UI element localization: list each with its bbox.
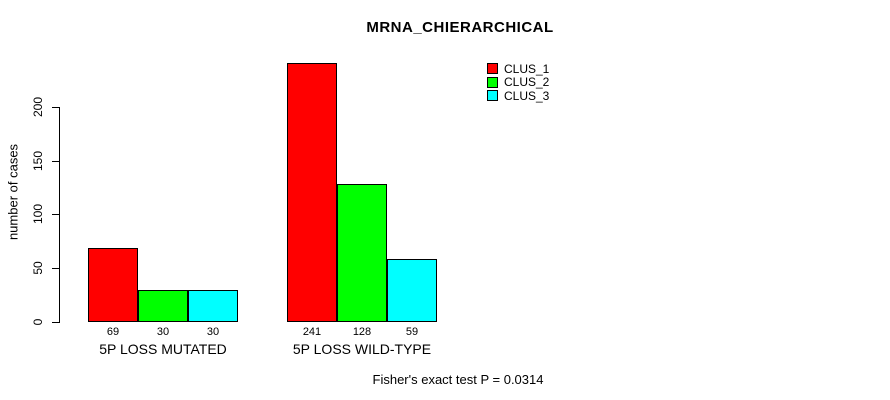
bar-value-label: 128: [352, 326, 372, 338]
bar-clus_1-5p-loss-wild-type: [287, 63, 337, 322]
bar-clus_2-5p-loss-mutated: [138, 290, 188, 322]
y-tick-label: 100: [31, 203, 45, 225]
bar-value-label: 241: [302, 326, 322, 338]
category-label: 5P LOSS MUTATED: [99, 341, 227, 357]
bar-clus_3-5p-loss-wild-type: [387, 259, 437, 322]
legend-swatch-clus_1: [487, 63, 498, 75]
p-value-annotation: Fisher's exact test P = 0.0314: [372, 372, 544, 387]
y-tick: [52, 322, 59, 323]
category-label: 5P LOSS WILD-TYPE: [292, 341, 432, 357]
bar-clus_1-5p-loss-mutated: [88, 248, 138, 322]
legend-row: CLUS_3: [487, 89, 549, 103]
y-tick-label: 0: [31, 318, 45, 326]
y-tick: [52, 268, 59, 269]
legend: CLUS_1 CLUS_2 CLUS_3: [487, 62, 549, 103]
legend-row: CLUS_2: [487, 75, 550, 90]
bar-clus_2-5p-loss-wild-type: [337, 184, 387, 322]
y-tick: [52, 214, 59, 215]
bar-value-label: 59: [405, 326, 419, 338]
legend-swatch-clus_3: [487, 90, 498, 102]
legend-label: CLUS_1: [504, 61, 550, 76]
legend-label: CLUS_3: [504, 88, 550, 103]
bar-value-label: 30: [156, 326, 170, 338]
bar-value-label: 30: [206, 326, 220, 338]
y-tick-label: 50: [31, 261, 45, 275]
legend-row: CLUS_1: [487, 62, 549, 76]
y-tick-label: 200: [31, 96, 45, 118]
y-tick-label: 150: [31, 150, 45, 172]
y-tick: [52, 161, 59, 162]
y-axis-line: [59, 107, 60, 323]
bar-clus_3-5p-loss-mutated: [188, 290, 238, 322]
y-tick: [52, 107, 59, 108]
bar-value-label: 69: [106, 326, 120, 338]
legend-label: CLUS_2: [504, 75, 550, 90]
chart-title: MRNA_CHIERARCHICAL: [366, 19, 554, 36]
legend-swatch-clus_2: [487, 76, 498, 88]
